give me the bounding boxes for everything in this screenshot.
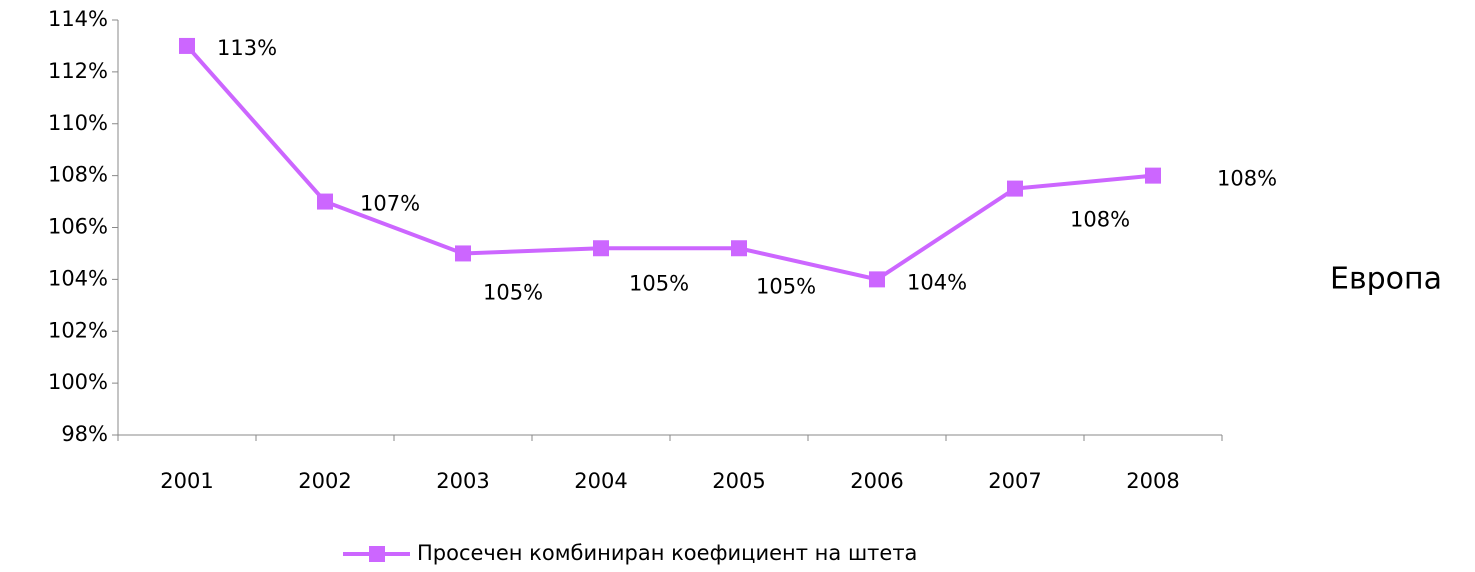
marker <box>593 240 609 257</box>
x-tick-label: 2003 <box>436 469 489 493</box>
legend-marker <box>369 546 385 562</box>
data-label: 104% <box>907 270 967 294</box>
marker <box>1145 167 1161 184</box>
data-label: 108% <box>1217 167 1277 191</box>
data-label: 108% <box>1070 208 1130 232</box>
marker <box>731 240 747 257</box>
y-tick-label: 100% <box>48 370 108 394</box>
y-tick-label: 108% <box>48 163 108 187</box>
marker <box>455 245 471 262</box>
x-tick-label: 2008 <box>1126 469 1179 493</box>
series-line <box>185 44 1154 282</box>
annotation: Европа <box>1330 262 1442 297</box>
legend-label: Просечен комбиниран коефициент на штета <box>417 541 917 565</box>
y-tick-label: 106% <box>48 215 108 239</box>
y-tick-label: 98% <box>61 422 108 446</box>
x-tick-label: 2002 <box>298 469 351 493</box>
data-label: 113% <box>217 36 277 60</box>
marker <box>179 37 195 54</box>
marker <box>1007 180 1023 197</box>
x-tick-label: 2006 <box>850 469 903 493</box>
y-tick-label: 114% <box>48 7 108 31</box>
y-tick-label: 102% <box>48 318 108 342</box>
y-tick-label: 110% <box>48 111 108 135</box>
y-tick-label: 112% <box>48 59 108 83</box>
marker <box>317 193 333 210</box>
x-tick-label: 2004 <box>574 469 627 493</box>
data-label: 105% <box>756 274 816 298</box>
data-label: 105% <box>483 280 543 304</box>
y-tick-label: 104% <box>48 266 108 290</box>
data-label: 105% <box>629 271 689 295</box>
x-tick-label: 2001 <box>160 469 213 493</box>
data-label: 107% <box>360 192 420 216</box>
x-tick-label: 2007 <box>988 469 1041 493</box>
marker <box>869 271 885 288</box>
x-tick-label: 2005 <box>712 469 765 493</box>
